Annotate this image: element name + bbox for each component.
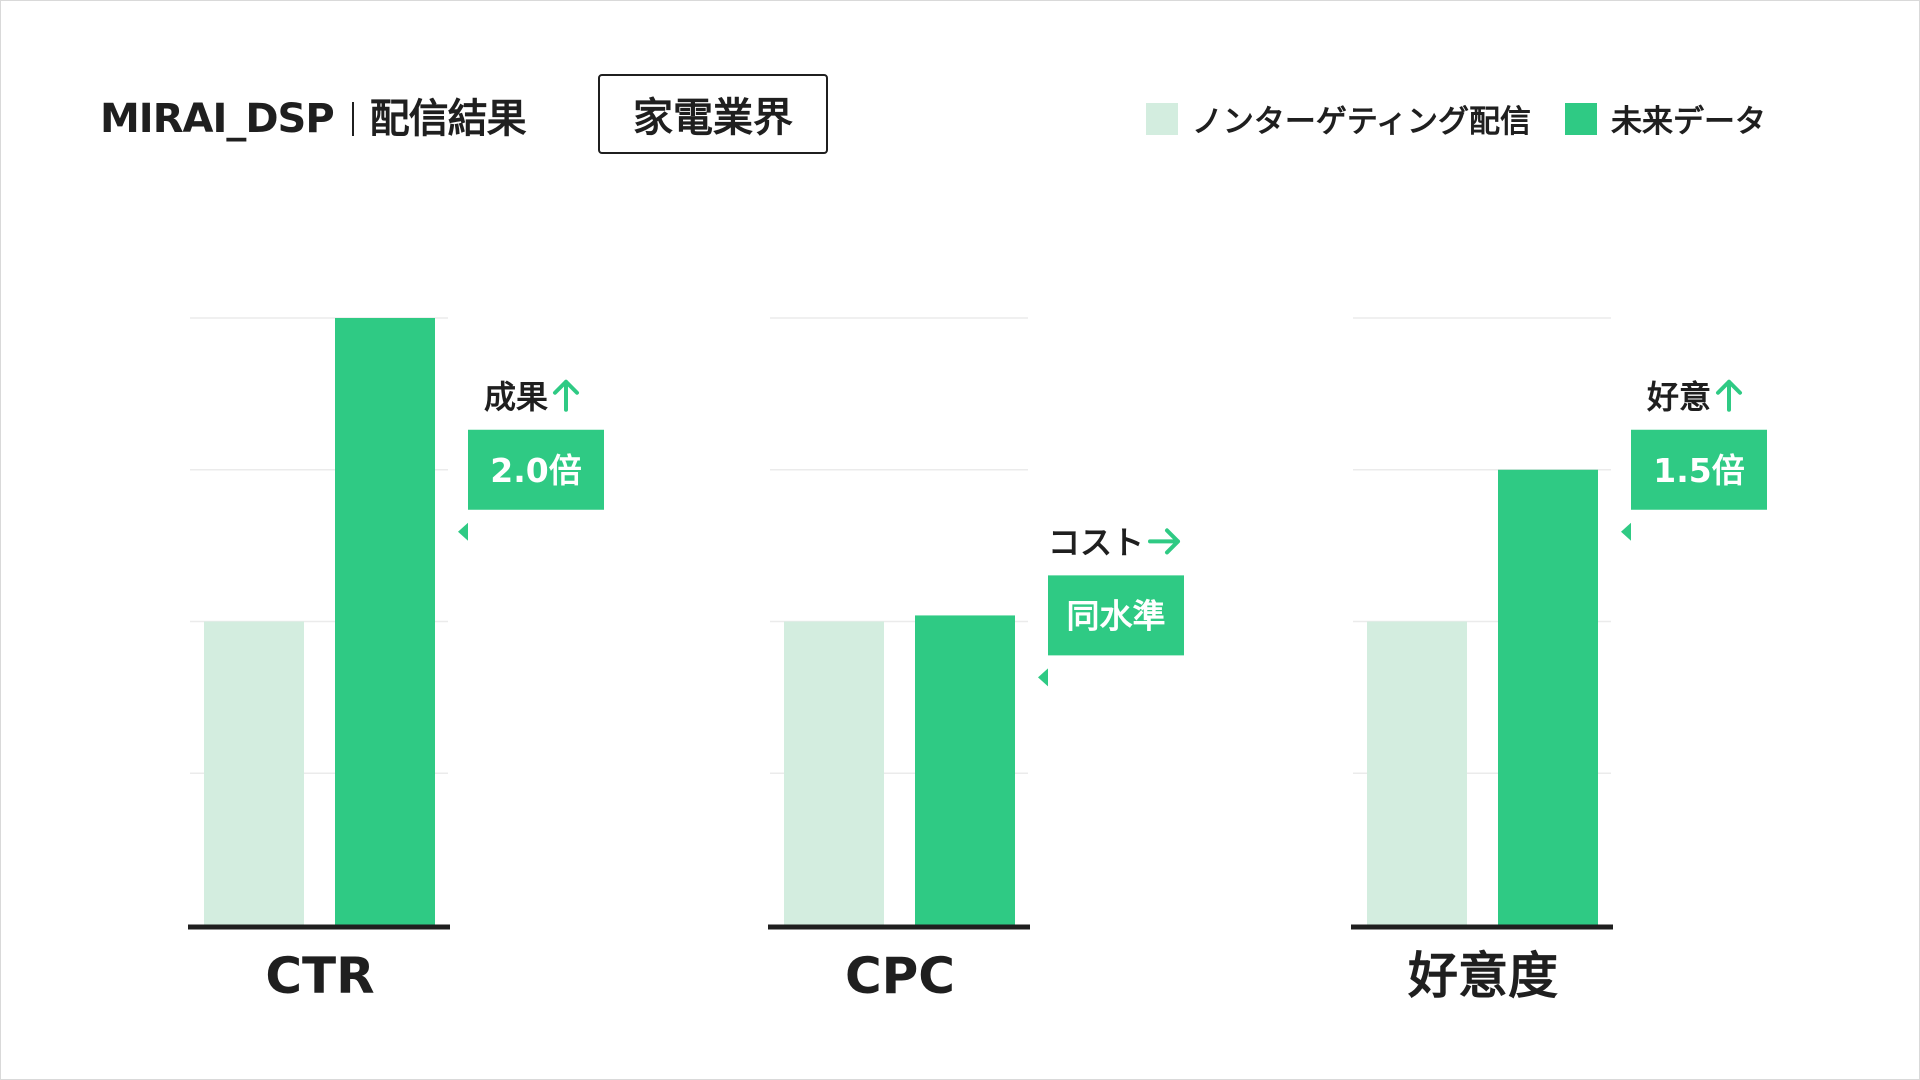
annotation-callout xyxy=(1038,575,1184,687)
industry-badge: 家電業界 xyxy=(598,74,828,154)
bar-mirai-data xyxy=(1498,469,1598,925)
bar-group-1: CPC 同水準 コスト xyxy=(768,317,1184,1005)
legend-item-nontargeting: ノンターゲティング配信 xyxy=(1145,96,1531,141)
annotation-title: 好意 xyxy=(1646,378,1711,416)
legend-swatch-nontargeting xyxy=(1145,102,1178,135)
bar-nontargeting xyxy=(204,621,304,925)
annotation-callout xyxy=(1621,429,1767,541)
x-tick-label: 好意度 xyxy=(1407,947,1558,1005)
legend: ノンターゲティング配信 未来データ xyxy=(1145,96,1766,141)
bar-mirai-data xyxy=(915,615,1015,925)
annotation-title: 成果 xyxy=(484,378,548,416)
legend-swatch-mirai-data xyxy=(1565,102,1597,135)
x-tick-label: CTR xyxy=(265,947,374,1005)
annotation-value: 2.0倍 xyxy=(490,451,581,490)
chart-subtitle: 配信結果 xyxy=(369,96,527,142)
x-tick-label: CPC xyxy=(845,947,955,1005)
bar-mirai-data xyxy=(335,318,435,925)
industry-label: 家電業界 xyxy=(633,95,793,141)
legend-item-mirai-data: 未来データ xyxy=(1565,96,1766,141)
brand-name: MIRAI_DSP xyxy=(100,96,335,142)
annotation-callout xyxy=(458,429,604,541)
bar-group-2: 好意度 1.5倍 好意 xyxy=(1351,317,1767,1005)
bar-nontargeting xyxy=(784,621,884,925)
arrow-up-icon xyxy=(1716,379,1742,412)
chart-title: MIRAI_DSP 配信結果 xyxy=(100,86,527,144)
annotation-value: 1.5倍 xyxy=(1653,451,1744,490)
bar-nontargeting xyxy=(1367,621,1467,925)
title-separator xyxy=(351,102,354,136)
annotation-value: 同水準 xyxy=(1067,596,1166,635)
bar-group-0: CTR 2.0倍 成果 xyxy=(188,317,604,1005)
annotation-title: コスト xyxy=(1048,523,1144,561)
arrow-up-icon xyxy=(553,379,579,412)
legend-label-nontargeting: ノンターゲティング配信 xyxy=(1191,104,1531,140)
legend-label-mirai-data: 未来データ xyxy=(1611,104,1766,140)
arrow-right-icon xyxy=(1148,528,1180,555)
